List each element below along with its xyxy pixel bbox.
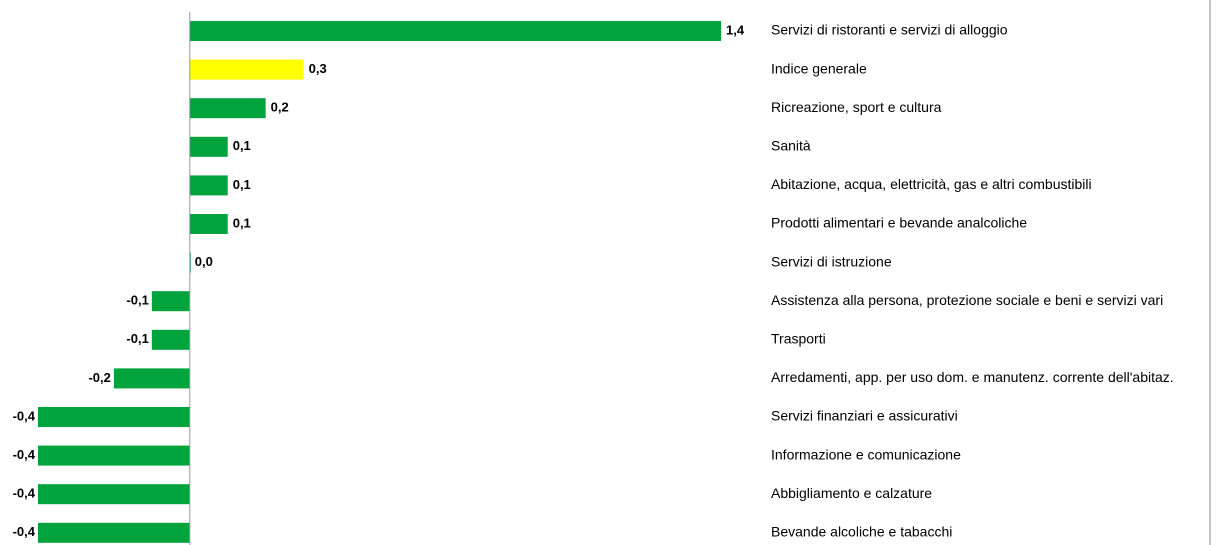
category-label: Prodotti alimentari e bevande analcolich…: [771, 215, 1027, 231]
category-label: Arredamenti, app. per uso dom. e manuten…: [771, 369, 1174, 385]
value-label: -0,4: [13, 447, 36, 462]
bar: [38, 445, 190, 466]
bar: [189, 59, 304, 80]
category-label: Abitazione, acqua, elettricità, gas e al…: [771, 176, 1092, 192]
category-label: Servizi finanziari e assicurativi: [771, 408, 958, 424]
bar: [151, 291, 190, 312]
category-label: Servizi di ristoranti e servizi di allog…: [771, 22, 1008, 38]
bar: [38, 407, 190, 427]
bar: [189, 98, 266, 119]
value-label: 0,1: [233, 215, 251, 230]
bar: [189, 175, 228, 196]
value-label: -0,4: [13, 524, 36, 539]
category-label: Informazione e comunicazione: [771, 446, 961, 462]
bar: [38, 522, 190, 543]
bar: [189, 214, 228, 234]
category-label: Abbigliamento e calzature: [771, 485, 932, 501]
category-label: Sanità: [771, 138, 811, 154]
category-label: Bevande alcoliche e tabacchi: [771, 524, 952, 540]
value-label: -0,1: [126, 293, 148, 308]
bar: [38, 484, 190, 505]
category-label: Indice generale: [771, 60, 867, 76]
value-label: -0,1: [126, 331, 148, 346]
bar: [151, 329, 190, 350]
value-label: 0,3: [309, 61, 327, 76]
value-label: -0,2: [88, 370, 110, 385]
value-label: 0,0: [195, 254, 213, 269]
category-label: Ricreazione, sport e cultura: [771, 99, 942, 115]
value-label: 0,1: [233, 138, 251, 153]
bar: [113, 368, 190, 389]
bar: [189, 21, 721, 41]
value-label: -0,4: [13, 408, 36, 423]
bar: [189, 136, 228, 157]
value-label: -0,4: [13, 486, 36, 501]
category-label: Servizi di istruzione: [771, 253, 892, 269]
value-label: 0,1: [233, 177, 251, 192]
category-label: Trasporti: [771, 331, 826, 347]
value-label: 0,2: [271, 100, 289, 115]
value-label: 1,4: [726, 22, 745, 37]
category-label: Assistenza alla persona, protezione soci…: [771, 292, 1163, 308]
